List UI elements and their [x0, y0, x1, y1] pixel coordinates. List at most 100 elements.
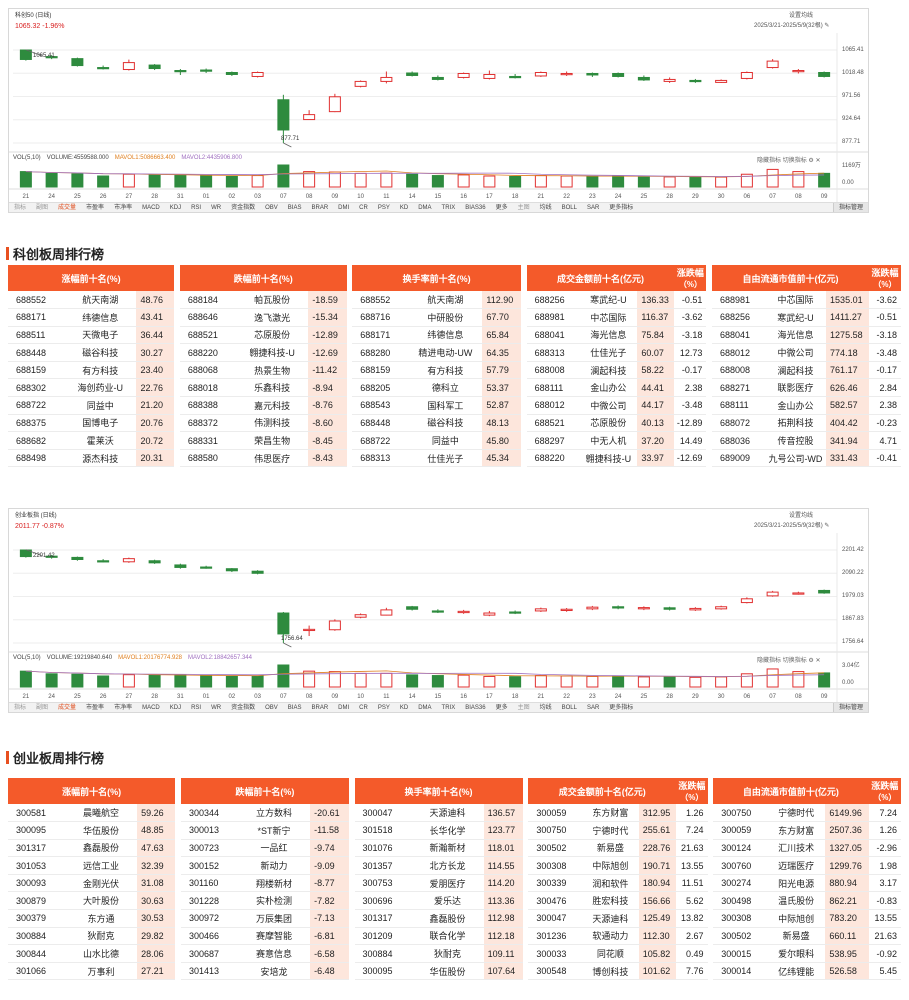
table-row[interactable]: 688448 磁谷科技 30.27 688220 翱捷科技-U -12.69 688280 精…: [8, 343, 901, 362]
stock-name[interactable]: 东方通: [64, 909, 138, 928]
stock-code[interactable]: 300013: [181, 821, 238, 840]
stock-name[interactable]: 热景生物: [235, 361, 309, 380]
stock-name[interactable]: 磁谷科技: [408, 414, 483, 433]
ind-tab[interactable]: TRIX: [441, 204, 456, 211]
stock-name[interactable]: 胜宏科技: [581, 891, 639, 911]
ind-tab[interactable]: WR: [211, 204, 222, 211]
ind-tab[interactable]: BOLL: [561, 204, 577, 211]
stock-name[interactable]: 仕佳光子: [579, 343, 638, 362]
ind-tab[interactable]: BRAR: [311, 204, 329, 211]
stock-name[interactable]: *ST新宁: [237, 821, 311, 840]
stock-name[interactable]: 爱朋医疗: [411, 874, 484, 893]
stock-name[interactable]: 帕瓦股份: [235, 291, 309, 310]
stock-name[interactable]: 华伍股份: [411, 962, 484, 981]
stock-code[interactable]: 688159: [8, 361, 65, 380]
stock-name[interactable]: 金刚光伏: [64, 874, 138, 893]
ind-tab[interactable]: KDJ: [169, 204, 182, 211]
gear-icon[interactable]: ⚙: [808, 158, 814, 164]
stock-code[interactable]: 688313: [352, 449, 409, 468]
stock-code[interactable]: 300753: [354, 874, 412, 893]
stock-code[interactable]: 688331: [179, 431, 236, 450]
stock-name[interactable]: 嘉元科技: [235, 396, 309, 415]
stock-code[interactable]: 688521: [179, 326, 236, 345]
stock-code[interactable]: 688297: [526, 431, 580, 450]
stock-name[interactable]: 金山办公: [764, 396, 827, 415]
stock-code[interactable]: 688171: [8, 308, 65, 327]
ind-tab[interactable]: 更多指标: [609, 204, 634, 211]
ind-tab[interactable]: OBV: [265, 204, 278, 211]
ind-tab[interactable]: DMA: [418, 204, 432, 211]
stock-name[interactable]: 狄耐克: [64, 927, 138, 946]
stock-code[interactable]: 300379: [8, 909, 65, 928]
stock-code[interactable]: 300548: [528, 962, 582, 981]
stock-name[interactable]: 霍莱沃: [64, 431, 137, 450]
ind-tab[interactable]: SAR: [586, 704, 600, 711]
switch-indicator-button[interactable]: 切换指标: [782, 658, 807, 664]
stock-name[interactable]: 宁德时代: [766, 804, 826, 823]
stock-name[interactable]: 亿纬锂能: [766, 962, 826, 981]
stock-name[interactable]: 安培龙: [237, 962, 311, 981]
stock-code[interactable]: 301066: [8, 962, 65, 981]
stock-code[interactable]: 300760: [713, 856, 767, 875]
stock-code[interactable]: 300152: [181, 856, 238, 875]
stock-code[interactable]: 300723: [181, 839, 238, 858]
ind-tab[interactable]: DMI: [338, 204, 350, 211]
stock-code[interactable]: 301160: [181, 874, 238, 893]
stock-code[interactable]: 688041: [711, 326, 765, 345]
stock-name[interactable]: 山水比德: [64, 944, 138, 963]
stock-code[interactable]: 300095: [8, 821, 65, 840]
stock-code[interactable]: 301317: [354, 909, 412, 928]
stock-name[interactable]: 翱捷科技-U: [579, 449, 638, 468]
stock-code[interactable]: 689009: [711, 449, 765, 468]
stock-name[interactable]: 联影医疗: [764, 378, 827, 398]
ind-tab[interactable]: RSI: [191, 704, 202, 711]
stock-code[interactable]: 688220: [526, 449, 580, 468]
stock-name[interactable]: 寒武纪-U: [764, 308, 827, 327]
stock-name[interactable]: 鑫磊股份: [411, 909, 484, 928]
stock-name[interactable]: 纬德信息: [408, 326, 483, 345]
ind-tab[interactable]: BIAS: [287, 704, 302, 711]
stock-code[interactable]: 688220: [179, 343, 236, 362]
ind-tab[interactable]: MACD: [142, 704, 160, 711]
table-row[interactable]: 688722 同益中 21.20 688388 嘉元科技 -8.76 688543 国科军工 5…: [8, 396, 901, 415]
stock-code[interactable]: 688302: [8, 378, 65, 398]
stock-code[interactable]: 688012: [526, 396, 580, 415]
stock-name[interactable]: 九号公司-WD: [764, 449, 827, 468]
stock-name[interactable]: 翔楼新材: [237, 874, 311, 893]
stock-code[interactable]: 688184: [179, 291, 236, 310]
stock-name[interactable]: 万辰集团: [237, 909, 311, 928]
ind-tab[interactable]: 更多: [495, 704, 508, 711]
table-row[interactable]: 300844 山水比德 28.06 300687 赛意信息 -6.58 300884 狄耐克 1…: [8, 944, 901, 963]
stock-code[interactable]: 688722: [8, 396, 65, 415]
stock-code[interactable]: 300750: [528, 821, 582, 840]
stock-name[interactable]: 翱捷科技-U: [235, 343, 309, 362]
stock-code[interactable]: 300015: [713, 944, 767, 963]
stock-name[interactable]: 国科军工: [408, 396, 483, 415]
stock-name[interactable]: 国博电子: [64, 414, 137, 433]
hide-indicator-button[interactable]: 隐藏指标: [757, 158, 782, 164]
stock-name[interactable]: 金山办公: [579, 378, 638, 398]
ind-tab[interactable]: MACD: [142, 204, 160, 211]
stock-name[interactable]: 精进电动-UW: [408, 343, 483, 362]
stock-code[interactable]: 300014: [713, 962, 767, 981]
ind-tab[interactable]: 市盈率: [86, 704, 105, 711]
stock-code[interactable]: 300884: [8, 927, 65, 946]
stock-name[interactable]: 德科立: [408, 378, 483, 398]
stock-code[interactable]: 300687: [181, 944, 238, 963]
stock-code[interactable]: 300095: [354, 962, 412, 981]
stock-name[interactable]: 东方财富: [581, 804, 639, 823]
stock-name[interactable]: 纬德信息: [64, 308, 137, 327]
stock-name[interactable]: 拓荆科技: [764, 414, 827, 433]
stock-name[interactable]: 逸飞激光: [235, 308, 309, 327]
ind-tab[interactable]: 指标: [14, 704, 27, 711]
ind-tab[interactable]: RSI: [191, 204, 202, 211]
stock-code[interactable]: 688271: [711, 378, 765, 398]
ind-tab[interactable]: 均线: [539, 204, 552, 211]
stock-code[interactable]: 300466: [181, 927, 238, 946]
ind-tab[interactable]: 资金指数: [231, 704, 256, 711]
table-row[interactable]: 300095 华伍股份 48.85 300013 *ST新宁 -11.58 301518 长华…: [8, 821, 901, 840]
stock-name[interactable]: 中芯国际: [764, 291, 827, 310]
stock-name[interactable]: 同花顺: [581, 944, 639, 963]
stock-name[interactable]: 天微电子: [64, 326, 137, 345]
ind-tab[interactable]: 更多指标: [609, 704, 634, 711]
